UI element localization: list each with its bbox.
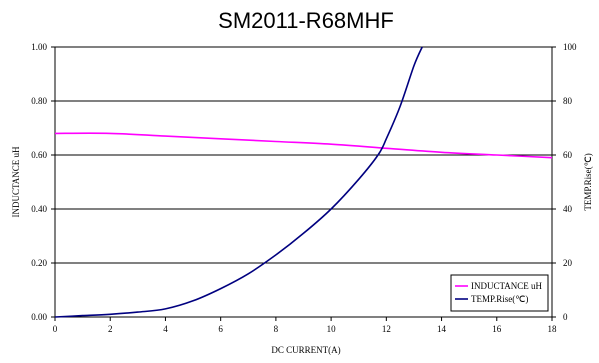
series-layer bbox=[54, 46, 553, 318]
x-tick-label: 6 bbox=[218, 324, 223, 334]
y-left-tick-label: 0.40 bbox=[31, 204, 47, 214]
y-right-tick-label: 20 bbox=[563, 258, 573, 268]
y-right-tick-label: 80 bbox=[563, 96, 573, 106]
y-right-tick-label: 40 bbox=[563, 204, 573, 214]
legend-label: INDUCTANCE uH bbox=[471, 281, 543, 291]
chart-title: SM2011-R68MHF bbox=[218, 8, 394, 33]
y-right-axis-label: TEMP.Rise(℃) bbox=[583, 153, 593, 210]
x-tick-label: 12 bbox=[382, 324, 391, 334]
series-line-temp-rise bbox=[54, 46, 423, 318]
y-left-tick-label: 0.20 bbox=[31, 258, 47, 268]
x-tick-label: 0 bbox=[53, 324, 58, 334]
y-left-tick-label: 0.00 bbox=[31, 312, 47, 322]
y-right-axis-ticks: 0 20 40 60 80 100 bbox=[552, 42, 577, 322]
legend-label: TEMP.Rise(℃) bbox=[471, 294, 528, 304]
x-tick-label: 18 bbox=[548, 324, 558, 334]
y-right-tick-label: 60 bbox=[563, 150, 573, 160]
y-right-tick-label: 0 bbox=[563, 312, 568, 322]
x-axis-ticks: 0 2 4 6 8 10 12 14 16 18 bbox=[53, 317, 557, 334]
plot-frame bbox=[54, 46, 553, 318]
y-left-tick-label: 1.00 bbox=[31, 42, 47, 52]
x-tick-label: 16 bbox=[492, 324, 502, 334]
x-tick-label: 14 bbox=[437, 324, 447, 334]
y-left-axis-ticks: 0.00 0.20 0.40 0.60 0.80 1.00 bbox=[31, 42, 55, 322]
legend-box bbox=[450, 274, 549, 312]
y-left-tick-label: 0.80 bbox=[31, 96, 47, 106]
x-tick-label: 8 bbox=[274, 324, 279, 334]
x-tick-label: 2 bbox=[108, 324, 113, 334]
y-left-tick-label: 0.60 bbox=[31, 150, 47, 160]
x-tick-label: 4 bbox=[163, 324, 168, 334]
legend: INDUCTANCE uH TEMP.Rise(℃) bbox=[450, 274, 549, 312]
y-left-axis-label: INDUCTANCE uH bbox=[11, 146, 21, 218]
x-tick-label: 10 bbox=[327, 324, 337, 334]
series-line-inductance bbox=[54, 132, 553, 159]
y-right-tick-label: 100 bbox=[563, 42, 577, 52]
x-axis-label: DC CURRENT(A) bbox=[271, 345, 340, 355]
grid bbox=[55, 100, 552, 264]
